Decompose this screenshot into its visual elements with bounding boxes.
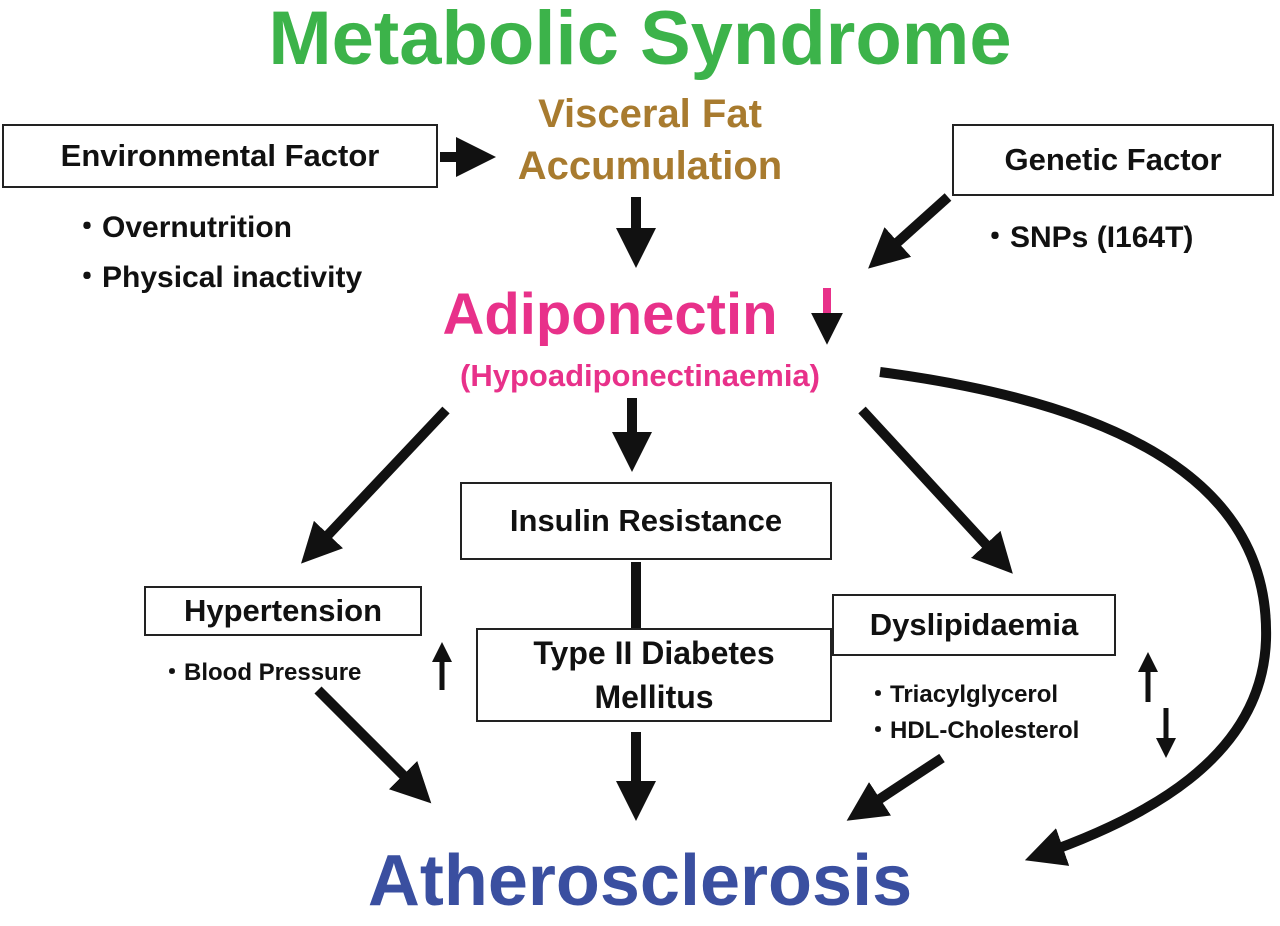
arrow-adiponectin-to-dyslipidaemia	[858, 406, 1013, 574]
arrow-genetic-to-adiponectin	[868, 193, 952, 269]
genetic-factor-box: Genetic Factor	[952, 124, 1274, 196]
dyslipidaemia-item-hdl-cholesterol: ・HDL-Cholesterol	[866, 717, 1080, 744]
hypoadiponectinaemia-label: (Hypoadiponectinaemia)	[460, 358, 820, 393]
environmental-item-overnutrition: ・Overnutrition	[72, 211, 293, 244]
hypertension-item-blood-pressure: ・Blood Pressure	[160, 659, 362, 686]
environmental-item-physical-inactivity: ・Physical inactivity	[72, 261, 363, 294]
dyslipidaemia-box: Dyslipidaemia	[832, 594, 1116, 656]
hypertension-label: Hypertension	[183, 593, 383, 628]
arrow-adiponectin-to-atherosclerosis-curve	[879, 367, 1272, 866]
genetic-factor-label: Genetic Factor	[1004, 142, 1222, 177]
dyslipidaemia-label: Dyslipidaemia	[869, 607, 1079, 642]
environmental-factor-label: Environmental Factor	[60, 138, 380, 173]
insulin-resistance-box: Insulin Resistance	[460, 482, 832, 560]
hypertension-box: Hypertension	[144, 586, 422, 636]
arrow-adiponectin-to-hypertension	[301, 406, 450, 564]
diagram-title: Metabolic Syndrome	[268, 0, 1012, 81]
visceral-fat-line2: Accumulation	[517, 144, 783, 188]
dyslipidaemia-item-triacylglycerol: ・Triacylglycerol	[866, 681, 1059, 708]
adiponectin-node: Adiponectin	[420, 280, 860, 350]
diabetes-box: Type II Diabetes Mellitus	[476, 628, 832, 722]
diabetes-line2: Mellitus	[594, 679, 714, 715]
diabetes-line1: Type II Diabetes	[533, 635, 775, 671]
adiponectin-label: Adiponectin	[442, 282, 778, 347]
visceral-fat-node: Visceral Fat Accumulation	[470, 88, 830, 192]
atherosclerosis-node: Atherosclerosis	[0, 836, 1280, 926]
atherosclerosis-label: Atherosclerosis	[367, 841, 913, 921]
insulin-resistance-label: Insulin Resistance	[509, 503, 783, 538]
environmental-factor-box: Environmental Factor	[2, 124, 438, 188]
arrow-dyslipidaemia-to-atherosclerosis	[846, 753, 945, 821]
genetic-item-snps: ・SNPs (I164T)	[980, 221, 1194, 254]
visceral-fat-line1: Visceral Fat	[538, 92, 762, 136]
arrow-hypertension-to-atherosclerosis	[314, 686, 432, 804]
